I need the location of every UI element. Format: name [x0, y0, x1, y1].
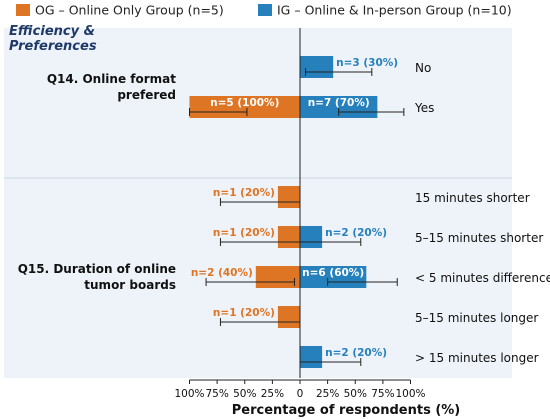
data-label-ig: n=2 (20%): [325, 347, 387, 359]
bar-ig: [300, 346, 323, 368]
x-tick-label: 50%: [344, 388, 367, 400]
category-label: < 5 minutes difference: [415, 271, 550, 285]
bar-ig: [300, 226, 323, 248]
x-tick-label: 25%: [316, 388, 339, 400]
category-label: > 15 minutes longer: [415, 351, 539, 365]
data-label-og: n=5 (100%): [210, 97, 279, 109]
group-label: Q14. Online format: [47, 72, 176, 86]
bar-og: [255, 266, 300, 288]
x-tick-label: 50%: [233, 388, 256, 400]
category-label: Yes: [414, 101, 434, 115]
data-label-ig: n=6 (60%): [302, 267, 364, 279]
legend: OG – Online Only Group (n=5) IG – Online…: [16, 3, 512, 18]
bar-og: [277, 226, 300, 248]
x-axis-label: Percentage of respondents (%): [232, 403, 461, 418]
x-tick-label: 0: [297, 388, 304, 400]
x-tick-label: 75%: [371, 388, 394, 400]
x-tick-label: 25%: [261, 388, 284, 400]
category-label: 5–15 minutes longer: [415, 311, 538, 325]
x-tick-label: 100%: [174, 388, 204, 400]
legend-swatch-og: [16, 4, 30, 16]
category-label: 5–15 minutes shorter: [415, 231, 543, 245]
x-tick-label: 100%: [395, 388, 425, 400]
group-label: prefered: [117, 88, 176, 102]
group-label: Q15. Duration of online: [18, 262, 176, 276]
bar-og: [277, 306, 300, 328]
chart-marks: Q14. Online format prefered n=3 (30%) No n=5…: [18, 56, 550, 400]
legend-label-ig: IG – Online & In-person Group (n=10): [277, 3, 512, 18]
section-title: Efficiency & Preferences: [9, 24, 99, 54]
category-label: 15 minutes shorter: [415, 191, 530, 205]
data-label-og: n=2 (40%): [191, 267, 253, 279]
data-label-og: n=1 (20%): [213, 227, 275, 239]
data-label-ig: n=3 (30%): [336, 57, 398, 69]
x-tick-label: 75%: [205, 388, 228, 400]
data-label-og: n=1 (20%): [213, 187, 275, 199]
legend-swatch-ig: [258, 4, 272, 16]
data-label-ig: n=7 (70%): [308, 97, 370, 109]
group-label: tumor boards: [84, 278, 176, 292]
data-label-og: n=1 (20%): [213, 307, 275, 319]
bar-og: [277, 186, 300, 208]
category-label: No: [415, 61, 431, 75]
bar-ig: [300, 56, 334, 78]
legend-label-og: OG – Online Only Group (n=5): [35, 3, 224, 18]
data-label-ig: n=2 (20%): [325, 227, 387, 239]
